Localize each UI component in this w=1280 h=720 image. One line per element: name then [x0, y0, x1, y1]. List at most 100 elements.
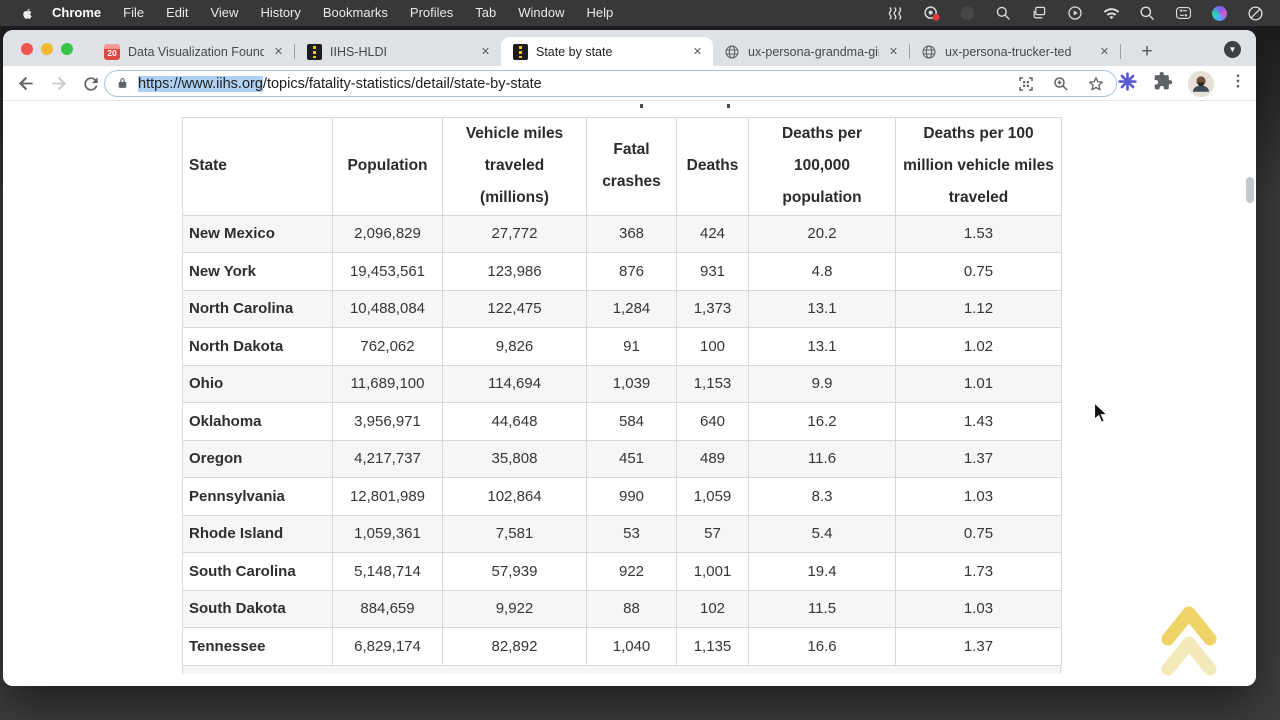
value-cell: 11.6 — [748, 439, 896, 479]
iihs-road-favicon-icon — [512, 43, 528, 60]
table-row: North Dakota 762,062 9,826 91 100 13.1 1.02 — [182, 327, 1062, 366]
value-cell: 123,986 — [442, 252, 587, 291]
spotlight-search-icon[interactable] — [1138, 4, 1156, 22]
menu-tab[interactable]: Tab — [475, 5, 497, 20]
close-window-button[interactable] — [21, 43, 33, 55]
state-cell: North Dakota — [182, 327, 333, 366]
tab-title: IIHS-HLDI — [330, 44, 387, 59]
toolbar-right-cluster — [1117, 66, 1247, 101]
lock-icon[interactable] — [116, 77, 129, 90]
tab-close-icon[interactable]: ✕ — [480, 46, 491, 58]
menu-kebab-icon[interactable] — [1229, 72, 1247, 95]
value-cell: 19,453,561 — [332, 252, 443, 291]
magnifier-icon[interactable] — [994, 4, 1012, 22]
value-cell: 7,581 — [442, 514, 587, 554]
value-cell: 990 — [586, 477, 677, 516]
value-cell: 922 — [586, 552, 677, 591]
value-cell: 102 — [676, 589, 749, 629]
menu-chrome[interactable]: Chrome — [52, 5, 102, 20]
play-circle-icon[interactable] — [1066, 4, 1084, 22]
tab-close-icon[interactable]: ✕ — [273, 46, 284, 58]
state-cell: North Carolina — [182, 289, 333, 329]
menu-history[interactable]: History — [260, 5, 301, 20]
value-cell: 13.1 — [748, 289, 896, 329]
menu-window[interactable]: Window — [518, 5, 565, 20]
extensions-puzzle-icon[interactable] — [1153, 71, 1173, 96]
value-cell: 1,059 — [676, 477, 749, 516]
tab-title: State by state — [536, 44, 613, 59]
tab-data-visualization-founda[interactable]: 20 Data Visualization Founda ✕ — [93, 37, 294, 66]
value-cell: 368 — [586, 214, 677, 254]
apple-logo-icon[interactable] — [20, 5, 35, 22]
table-header-row: State Population Vehicle miles traveled (m… — [182, 117, 1062, 216]
url-path-text: /topics/fatality-statistics/detail/state… — [262, 75, 542, 92]
tab-close-icon[interactable]: ✕ — [692, 46, 703, 58]
url-bar[interactable]: https://www.iihs.org/topics/fatality-sta… — [104, 70, 1117, 97]
color-swirl-icon[interactable] — [1210, 4, 1228, 22]
value-cell: 10,488,084 — [332, 289, 443, 329]
value-cell: 19.4 — [748, 552, 896, 591]
value-cell: 5,148,714 — [332, 552, 443, 591]
tab-search-button[interactable]: ▼ — [1224, 41, 1241, 58]
value-cell: 8.3 — [748, 477, 896, 516]
tab-ux-persona-grandma-gin[interactable]: ux-persona-grandma-gin ✕ — [713, 37, 909, 66]
dimmed-circle-icon[interactable] — [958, 4, 976, 22]
value-cell: 1,040 — [586, 627, 677, 666]
column-header: State — [182, 117, 333, 216]
back-icon[interactable] — [14, 71, 39, 96]
tab-ux-persona-trucker-ted[interactable]: ux-persona-trucker-ted ✕ — [910, 37, 1120, 66]
zoom-window-button[interactable] — [61, 43, 73, 55]
value-cell: 4,217,737 — [332, 439, 443, 479]
minimize-window-button[interactable] — [41, 43, 53, 55]
menu-help[interactable]: Help — [586, 5, 614, 20]
state-cell: Rhode Island — [182, 514, 333, 554]
iihs-road-favicon-icon — [306, 43, 322, 60]
clipped-heading-fragment — [727, 104, 730, 108]
zoom-in-icon[interactable] — [1052, 75, 1070, 93]
tab-state-by-state[interactable]: State by state ✕ — [501, 37, 713, 66]
wifi-icon[interactable] — [1102, 4, 1120, 22]
control-center-icon[interactable] — [1174, 4, 1192, 22]
menu-file[interactable]: File — [123, 5, 145, 20]
frame-capture-icon[interactable] — [1017, 75, 1035, 93]
menu-bookmarks[interactable]: Bookmarks — [322, 5, 388, 20]
value-cell: 57 — [676, 514, 749, 554]
windows-stack-icon[interactable] — [1030, 4, 1048, 22]
tab-iihs-hldi[interactable]: IIHS-HLDI ✕ — [295, 37, 501, 66]
value-cell: 1,059,361 — [332, 514, 443, 554]
value-cell: 2,096,829 — [332, 214, 443, 254]
vertical-scrollbar-thumb[interactable] — [1246, 177, 1254, 203]
back-to-top-button[interactable] — [1158, 599, 1220, 685]
table-row: South Carolina 5,148,714 57,939 922 1,001 19.… — [182, 552, 1062, 591]
tab-close-icon[interactable]: ✕ — [888, 46, 899, 58]
forward-icon[interactable] — [46, 71, 71, 96]
new-tab-button[interactable]: + — [1141, 40, 1153, 62]
value-cell: 1,135 — [676, 627, 749, 666]
state-cell: New Mexico — [182, 214, 333, 254]
value-cell: 44,648 — [442, 402, 587, 441]
column-header: Deaths — [676, 117, 749, 216]
profile-avatar[interactable] — [1188, 70, 1214, 97]
value-cell: 9,922 — [442, 589, 587, 629]
value-cell: 1,001 — [676, 552, 749, 591]
value-cell: 12,801,989 — [332, 477, 443, 516]
menu-profiles[interactable]: Profiles — [409, 5, 454, 20]
tab-title: ux-persona-trucker-ted — [945, 44, 1072, 59]
screen-record-icon[interactable] — [922, 4, 940, 22]
table-row: Rhode Island 1,059,361 7,581 53 57 5.4 0.75 — [182, 514, 1062, 554]
state-cell: Ohio — [182, 364, 333, 404]
reload-icon[interactable] — [78, 71, 103, 96]
value-cell: 1.37 — [895, 627, 1062, 666]
table-row: Ohio 11,689,100 114,694 1,039 1,153 9.9 1.01 — [182, 364, 1062, 404]
value-cell: 13.1 — [748, 327, 896, 366]
menu-view[interactable]: View — [210, 5, 239, 20]
tab-close-icon[interactable]: ✕ — [1099, 46, 1110, 58]
globe-favicon-icon — [921, 44, 937, 60]
extension-asterisk-icon[interactable] — [1117, 71, 1138, 97]
menu-edit[interactable]: Edit — [166, 5, 189, 20]
column-header: Population — [332, 117, 443, 216]
bookmark-star-icon[interactable] — [1087, 75, 1105, 93]
value-cell: 1.73 — [895, 552, 1062, 591]
waves-icon[interactable] — [886, 4, 904, 22]
do-not-disturb-icon[interactable] — [1246, 4, 1264, 22]
